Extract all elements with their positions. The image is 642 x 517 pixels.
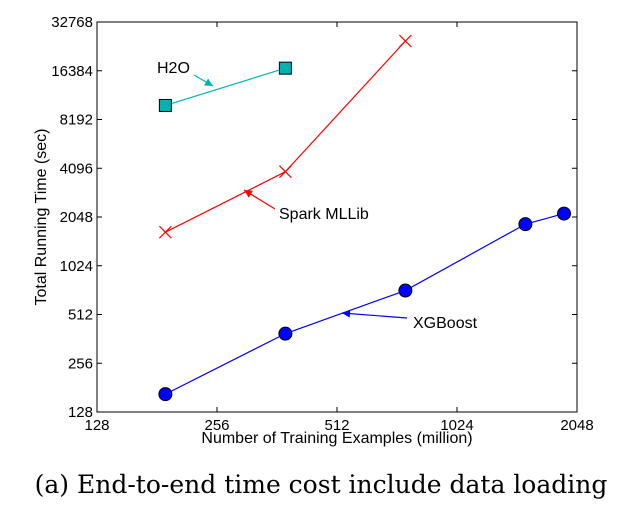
y-tick-label: 2048 (60, 209, 93, 226)
marker-stroke (158, 225, 172, 239)
data-point-h2o (278, 61, 292, 75)
series-line-xgboost (165, 213, 565, 395)
figure-caption: (a) End-to-end time cost include data lo… (34, 470, 608, 499)
data-point-spark-mllib (158, 225, 172, 239)
y-tick-label: 1024 (60, 258, 93, 275)
data-point-xgboost (278, 326, 293, 341)
y-axis-ticks: 128 256 512 1024 2048 4096 8192 16384 32768 (51, 14, 577, 421)
x-tick-label: 1024 (440, 417, 473, 434)
data-point-h2o (158, 98, 172, 112)
series-line-h2o (165, 67, 286, 107)
marker-stroke (278, 165, 292, 179)
y-tick-label: 512 (68, 307, 93, 324)
x-tick-label: 128 (84, 417, 109, 434)
annotation-layer: H2O Spark MLLib XGBoost (157, 60, 478, 332)
annotation-arrow-head (204, 78, 213, 86)
x-tick-label: 2048 (560, 417, 593, 434)
x-axis-label: Number of Training Examples (million) (201, 430, 472, 447)
y-tick-label: 16384 (51, 63, 93, 80)
annotation-label-xgboost: XGBoost (413, 315, 478, 332)
data-point-xgboost (518, 217, 533, 232)
annotation-label-h2o: H2O (157, 60, 190, 77)
series-layer (158, 34, 572, 402)
data-point-xgboost (557, 206, 572, 221)
annotation-arrow-head (342, 309, 351, 318)
annotation-arrow-head (244, 190, 253, 198)
data-point-xgboost (398, 283, 413, 298)
y-tick-label: 8192 (60, 112, 93, 129)
y-axis-label: Total Running Time (sec) (33, 129, 50, 306)
y-tick-label: 32768 (51, 14, 93, 31)
y-tick-label: 256 (68, 355, 93, 372)
chart: 128 256 512 1024 2048 128 256 512 1024 2048 4096 8… (33, 14, 594, 447)
data-point-spark-mllib (398, 34, 412, 48)
y-tick-label: 128 (68, 404, 93, 421)
marker-stroke (398, 34, 412, 48)
data-point-spark-mllib (278, 165, 292, 179)
data-point-xgboost (158, 387, 173, 402)
y-tick-label: 4096 (60, 160, 93, 177)
x-tick-label: 256 (204, 417, 229, 434)
x-tick-label: 512 (324, 417, 349, 434)
annotation-h2o: H2O (157, 60, 214, 87)
annotation-xgboost: XGBoost (341, 309, 478, 332)
annotation-arrow-line (341, 312, 408, 319)
annotation-spark-mllib: Spark MLLib (243, 189, 369, 223)
x-axis-ticks: 128 256 512 1024 2048 (84, 22, 594, 434)
annotation-label-spark-mllib: Spark MLLib (279, 206, 369, 223)
